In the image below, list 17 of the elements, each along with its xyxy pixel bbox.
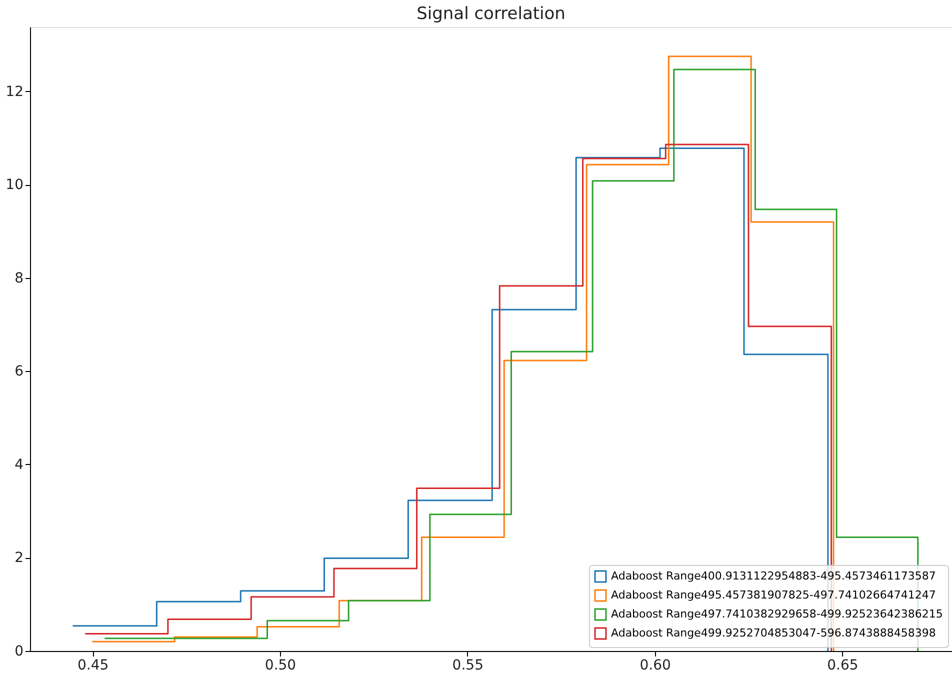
x-tick-label: 0.60 [640, 658, 671, 674]
legend-label: Adaboost Range495.457381907825-497.74102664741247 [611, 588, 936, 602]
y-tick-label: 8 [14, 270, 24, 286]
legend-label: Adaboost Range400.9131122954883-495.4573461173587 [611, 570, 936, 582]
y-tick-label: 6 [14, 364, 24, 380]
x-tick-label: 0.50 [264, 658, 296, 674]
y-tick-label: 2 [14, 550, 24, 566]
y-tick-label: 10 [6, 177, 24, 194]
chart-title: Signal correlation [416, 4, 566, 24]
y-tick-label: 0 [14, 644, 24, 660]
y-tick-label: 4 [14, 456, 24, 473]
y-tick-label: 12 [6, 84, 24, 100]
x-tick-label: 0.65 [827, 658, 858, 674]
legend-label: Adaboost Range499.9252704853047-596.8743888458398 [611, 626, 936, 640]
x-tick-label: 0.45 [78, 658, 109, 674]
x-tick-label: 0.55 [452, 658, 484, 674]
legend-label: Adaboost Range497.7410382929658-499.92523642386215 [611, 608, 943, 620]
